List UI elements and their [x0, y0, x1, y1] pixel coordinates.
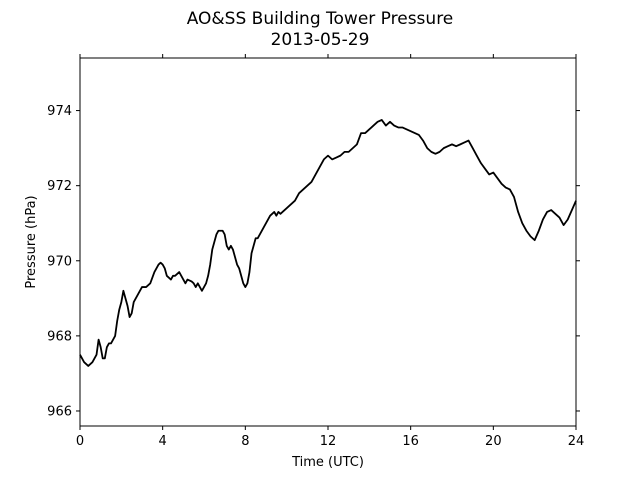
chart-subtitle: 2013-05-29 [271, 30, 370, 50]
x-tick-label: 8 [241, 434, 249, 449]
y-axis-label: Pressure (hPa) [24, 195, 39, 288]
x-tick-label: 16 [402, 434, 419, 449]
y-tick-label: 966 [47, 404, 72, 419]
x-axis-label: Time (UTC) [291, 455, 364, 470]
x-tick-label: 4 [159, 434, 167, 449]
y-tick-label: 970 [47, 254, 72, 269]
chart-title: AO&SS Building Tower Pressure [187, 9, 454, 29]
x-tick-label: 12 [320, 434, 337, 449]
y-tick-label: 974 [47, 104, 72, 119]
x-tick-label: 0 [76, 434, 84, 449]
plot-area [79, 119, 577, 367]
x-tick-label: 24 [568, 434, 585, 449]
y-tick-label: 968 [47, 329, 72, 344]
y-axis-ticks: 966 968 970 972 974 [47, 104, 580, 419]
x-axis-ticks: 0 4 8 12 16 20 24 [76, 54, 584, 449]
y-tick-label: 972 [47, 179, 72, 194]
pressure-series-line [79, 119, 577, 367]
x-tick-label: 20 [485, 434, 502, 449]
